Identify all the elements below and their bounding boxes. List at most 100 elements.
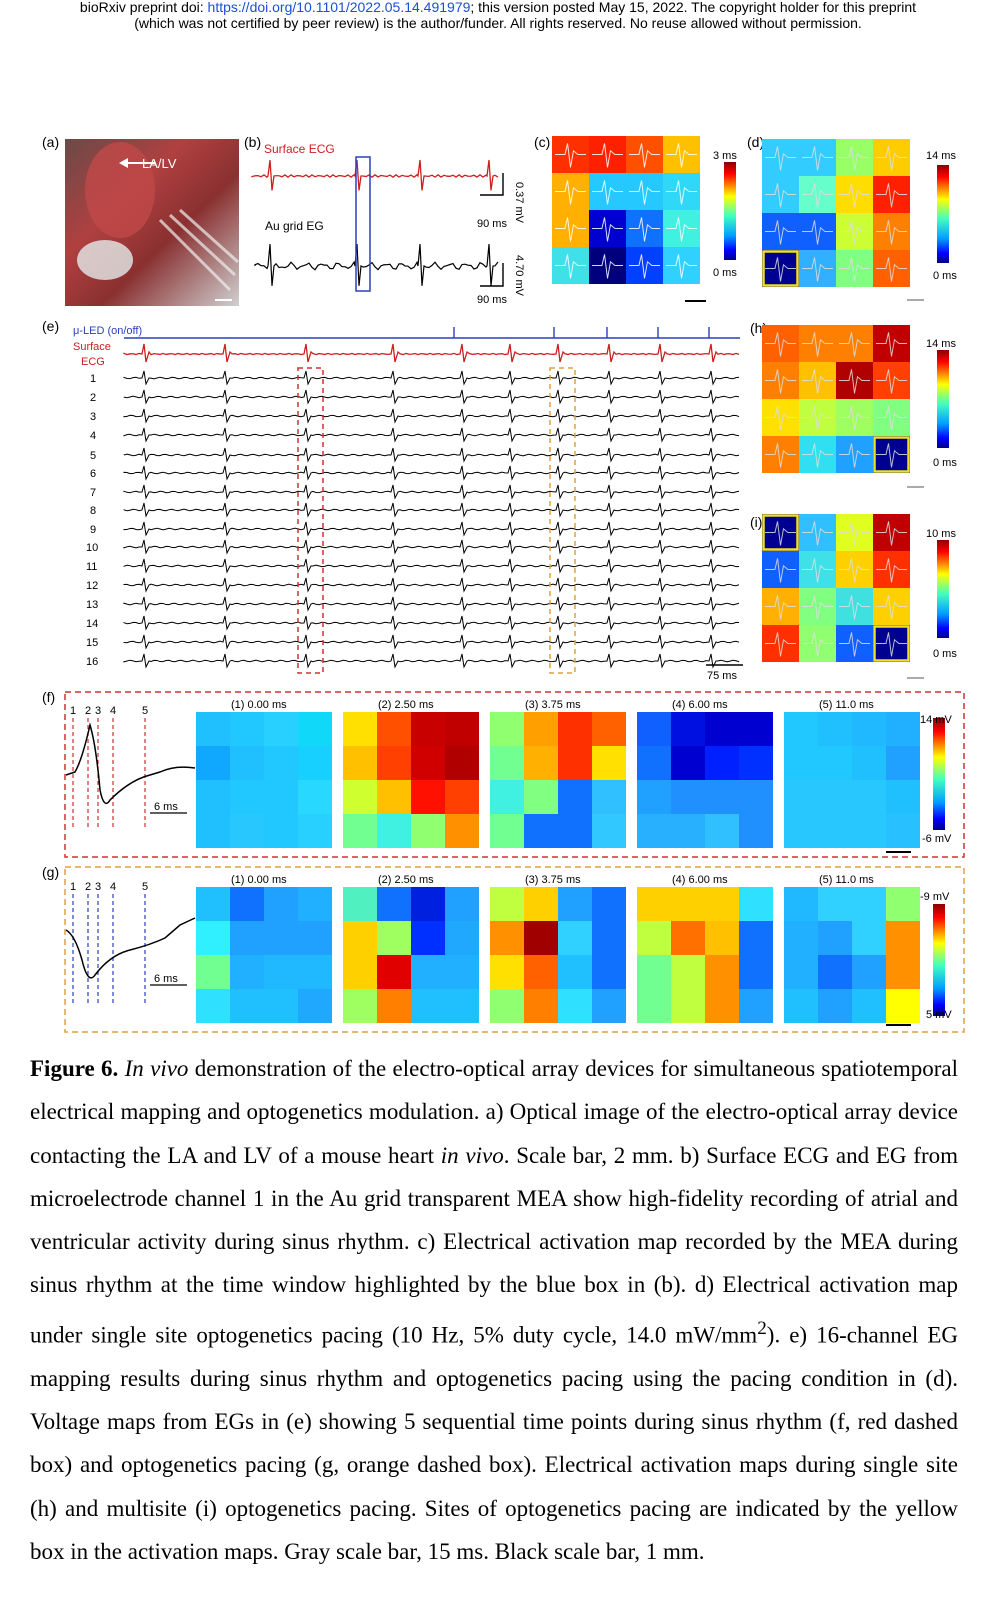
map-cell-waveform [629, 254, 660, 279]
figure-label: Figure 6. [30, 1056, 119, 1081]
map-cell [739, 746, 773, 780]
map-cell-waveform [555, 217, 586, 242]
channel-trace [123, 577, 740, 593]
map-cell-waveform [765, 443, 796, 468]
arrowhead-icon [119, 158, 128, 168]
scale-time-2: 90 ms [477, 294, 507, 306]
map-cell [592, 921, 626, 955]
map-cell [886, 814, 920, 848]
map-cell [637, 814, 671, 848]
map-cell [886, 989, 920, 1023]
channel-label: 9 [90, 524, 96, 536]
colorbar-f [933, 718, 945, 830]
led-trace [124, 327, 740, 339]
channel-trace [123, 596, 740, 612]
map-cell [343, 887, 377, 921]
map-cell [490, 955, 524, 989]
map-cell [818, 780, 852, 814]
map-cell [558, 780, 592, 814]
map-cell [705, 887, 739, 921]
map-cell [298, 921, 332, 955]
map-cell [524, 955, 558, 989]
pacing-site-highlight [873, 436, 910, 473]
map-cell [343, 955, 377, 989]
g-voltage-maps: (1) 0.00 ms (2) 2.50 ms (3) 3.75 ms (4) 6.0… [196, 874, 920, 1023]
map-cell-waveform [876, 443, 907, 468]
map-cell-waveform [802, 632, 833, 657]
map-cell [558, 955, 592, 989]
ecg-label-1: Surface [73, 341, 111, 353]
activation-map-i [762, 514, 910, 662]
map-cell [558, 746, 592, 780]
map-cell [637, 746, 671, 780]
map-cell-waveform [876, 521, 907, 546]
map-cell [524, 780, 558, 814]
doi-link[interactable]: https://doi.org/10.1101/2022.05.14.49197… [207, 0, 471, 15]
led-label: μ-LED (on/off) [73, 325, 142, 337]
map-cell [377, 780, 411, 814]
map-title: (2) 2.50 ms [378, 874, 434, 886]
map-cell [445, 887, 479, 921]
map-title: (1) 0.00 ms [231, 874, 287, 886]
map-cell [671, 712, 705, 746]
cbar-i-max: 10 ms [926, 528, 956, 540]
map-cell [852, 712, 886, 746]
caption-text-3: ). e) 16-channel EG mapping results duri… [30, 1322, 958, 1564]
map-cell [445, 989, 479, 1023]
channel-trace [123, 615, 740, 631]
map-cell [411, 955, 445, 989]
map-cell [739, 712, 773, 746]
channel-trace [123, 484, 740, 500]
time-marker-label: 1 [70, 881, 76, 893]
map-cell-waveform [666, 217, 697, 242]
time-marker-label: 2 [85, 881, 91, 893]
map-cell [784, 746, 818, 780]
map-cell-waveform [876, 257, 907, 282]
map-cell [852, 746, 886, 780]
map-title: (3) 3.75 ms [525, 699, 581, 711]
figure-6: (a) LA/LV (b) Surface ECG Au grid EG 90 … [42, 134, 965, 1033]
time-marker-label: 4 [110, 705, 116, 717]
map-cell-waveform [765, 595, 796, 620]
map-cell [818, 955, 852, 989]
map-cell [886, 746, 920, 780]
map-cell [818, 746, 852, 780]
scale-v-1: 0.37 mV [513, 182, 525, 224]
map-cell [264, 887, 298, 921]
map-cell [230, 746, 264, 780]
map-cell [490, 887, 524, 921]
map-cell-waveform [666, 180, 697, 205]
map-cell-waveform [592, 217, 623, 242]
map-cell [264, 780, 298, 814]
map-cell [784, 780, 818, 814]
header-prefix: bioRxiv preprint doi: [79, 0, 208, 15]
channel-label: 14 [86, 618, 98, 630]
channel-label: 1 [90, 373, 96, 385]
map-cell [739, 780, 773, 814]
cbar-d-max: 14 ms [926, 150, 956, 162]
map-cell [705, 921, 739, 955]
map-cell-waveform [802, 595, 833, 620]
channel-trace [123, 502, 740, 518]
map-cell [196, 746, 230, 780]
time-marker-label: 2 [85, 705, 91, 717]
map-cell [298, 712, 332, 746]
map-cell [445, 814, 479, 848]
map-cell [230, 989, 264, 1023]
map-cell [671, 746, 705, 780]
map-cell [739, 921, 773, 955]
map-cell-waveform [802, 443, 833, 468]
map-cell [343, 712, 377, 746]
map-cell-waveform [765, 146, 796, 171]
cbar-f-min: -6 mV [922, 833, 952, 845]
map-cell [705, 955, 739, 989]
map-cell-waveform [802, 220, 833, 245]
map-cell [230, 814, 264, 848]
map-cell [637, 712, 671, 746]
map-cell [558, 989, 592, 1023]
f-waveform [65, 722, 196, 805]
au-grid-eg-label: Au grid EG [265, 219, 324, 233]
pacing-site-highlight [762, 250, 799, 287]
